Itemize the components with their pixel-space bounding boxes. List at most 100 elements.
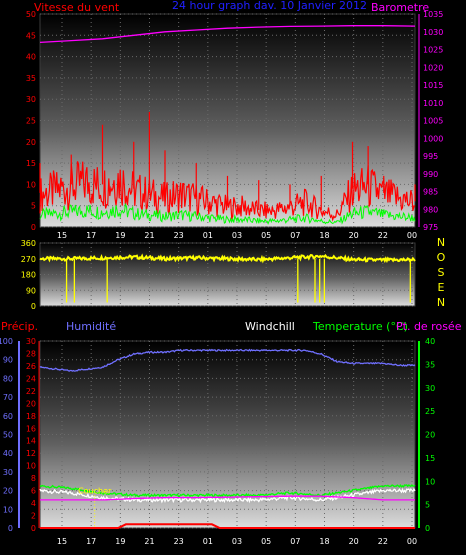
wind-x-tick-label: 19	[115, 231, 125, 240]
wind-y-tick-label: 45	[26, 31, 36, 40]
wind-x-tick-label: 00	[407, 231, 417, 240]
barometer-y-tick-label: 1030	[423, 28, 443, 37]
temp-y-tick-label: 40	[425, 337, 435, 346]
barometer-y-tick-label: 985	[423, 188, 438, 197]
axis-label-windchill: Windchill	[245, 320, 295, 333]
direction-compass-label: O	[437, 251, 446, 264]
temp-x-tick-label: 00	[407, 537, 417, 546]
wind-x-tick-label: 15	[57, 231, 67, 240]
barometer-y-tick-label: 1020	[423, 63, 443, 72]
temp-x-tick-label: 18	[319, 537, 329, 546]
humidity-y-tick-label: 100	[0, 337, 13, 346]
direction-y-tick-label: 360	[21, 239, 36, 248]
wind-low-series	[39, 202, 416, 225]
wind-x-tick-label: 21	[144, 231, 154, 240]
temp-x-tick-label: 22	[378, 537, 388, 546]
precip-y-tick-label: 28	[26, 349, 36, 358]
humidity-y-tick-label: 90	[3, 356, 13, 365]
precip-y-tick-label: 18	[26, 412, 36, 421]
temp-x-tick-label: 17	[86, 537, 96, 546]
humidity-y-tick-label: 80	[3, 374, 13, 383]
humidity-y-tick-label: 40	[3, 449, 13, 458]
temp-y-tick-label: 10	[425, 477, 435, 486]
humidity-y-tick-label: 20	[3, 487, 13, 496]
temp-y-tick-label: 5	[425, 501, 430, 510]
wind-x-tick-label: 05	[261, 231, 271, 240]
barometer-y-tick-label: 1025	[423, 46, 443, 55]
precip-y-tick-label: 20	[26, 399, 36, 408]
direction-compass-label: N	[437, 236, 445, 249]
direction-compass-label: E	[438, 281, 445, 294]
precip-y-tick-label: 4	[31, 499, 36, 508]
direction-y-tick-label: 270	[21, 255, 36, 264]
precip-series	[40, 523, 415, 529]
sunset-label: Coucher	[78, 486, 112, 495]
wind-y-tick-label: 40	[26, 53, 36, 62]
precip-y-tick-label: 2	[31, 512, 36, 521]
wind-x-tick-label: 22	[378, 231, 388, 240]
direction-y-tick-label: 90	[26, 286, 36, 295]
precip-y-tick-label: 26	[26, 362, 36, 371]
left-axis-label-wind: Vitesse du vent	[34, 1, 120, 14]
barometer-y-tick-label: 1035	[423, 10, 443, 19]
axis-label-precip: Précip.	[1, 320, 38, 333]
temp-x-tick-label: 23	[174, 537, 184, 546]
temp-x-tick-label: 03	[232, 537, 242, 546]
barometer-y-tick-label: 995	[423, 152, 438, 161]
humidity-y-tick-label: 60	[3, 412, 13, 421]
barometer-y-tick-label: 975	[423, 223, 438, 232]
wind-y-tick-label: 0	[31, 223, 36, 232]
temp-y-tick-label: 25	[425, 407, 435, 416]
wind-y-tick-label: 30	[26, 95, 36, 104]
humidity-series	[39, 348, 416, 372]
wind-y-tick-label: 5	[31, 202, 36, 211]
temp-x-tick-label: 01	[203, 537, 213, 546]
wind-x-tick-label: 23	[174, 231, 184, 240]
direction-compass-label: N	[437, 296, 445, 309]
right-axis-label-barometer: Barometre	[371, 1, 429, 14]
humidity-y-tick-label: 50	[3, 431, 13, 440]
axis-label-temperature: Temperature (°C)	[312, 320, 408, 333]
wind-x-tick-label: 01	[203, 231, 213, 240]
temp-y-tick-label: 15	[425, 454, 435, 463]
precip-y-tick-label: 16	[26, 424, 36, 433]
barometer-y-tick-label: 1000	[423, 134, 443, 143]
temp-x-tick-label: 19	[115, 537, 125, 546]
wind-y-tick-label: 10	[26, 180, 36, 189]
wind-x-tick-label: 07	[290, 231, 300, 240]
temp-x-tick-label: 05	[261, 537, 271, 546]
barometer-y-tick-label: 1005	[423, 117, 443, 126]
temp-x-tick-label: 21	[144, 537, 154, 546]
wind-x-tick-label: 03	[232, 231, 242, 240]
barometer-y-tick-label: 980	[423, 205, 438, 214]
wind-direction-series	[39, 253, 416, 264]
temp-x-tick-label: 15	[57, 537, 67, 546]
temp-y-tick-label: 0	[425, 524, 430, 533]
wind-y-tick-label: 35	[26, 74, 36, 83]
humidity-y-tick-label: 70	[3, 393, 13, 402]
direction-compass-label: S	[438, 266, 445, 279]
barometer-y-tick-label: 990	[423, 170, 438, 179]
precip-y-tick-label: 12	[26, 449, 36, 458]
barometer-series	[39, 25, 416, 44]
precip-y-tick-label: 0	[31, 524, 36, 533]
temperature-series	[39, 483, 416, 498]
barometer-y-tick-label: 1015	[423, 81, 443, 90]
barometer-y-tick-label: 1010	[423, 99, 443, 108]
wind-y-tick-label: 25	[26, 117, 36, 126]
precip-y-tick-label: 14	[26, 437, 36, 446]
precip-y-tick-label: 6	[31, 487, 36, 496]
precip-y-tick-label: 10	[26, 462, 36, 471]
temp-y-tick-label: 35	[425, 360, 435, 369]
wind-x-tick-label: 17	[86, 231, 96, 240]
precip-y-tick-label: 8	[31, 474, 36, 483]
temp-x-tick-label: 20	[349, 537, 359, 546]
humidity-y-tick-label: 30	[3, 468, 13, 477]
wind-y-tick-label: 20	[26, 138, 36, 147]
temp-y-tick-label: 20	[425, 431, 435, 440]
dewpoint-series	[40, 495, 415, 501]
axis-label-dewpoint: Pt. de rosée	[396, 320, 462, 333]
precip-y-tick-label: 30	[26, 337, 36, 346]
